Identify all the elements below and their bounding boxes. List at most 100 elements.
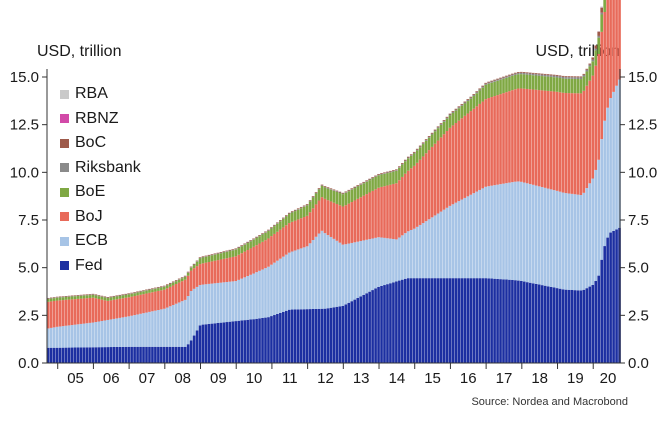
bar-segment-ecb bbox=[525, 183, 529, 283]
bar-segment-fed bbox=[157, 346, 160, 363]
bar-segment-boc bbox=[243, 243, 246, 245]
bar-segment-boc bbox=[64, 296, 68, 297]
bar-segment-boj bbox=[264, 240, 267, 269]
bar-month bbox=[570, 76, 574, 363]
bar-segment-boc bbox=[216, 252, 220, 254]
bar-month bbox=[395, 169, 398, 363]
bar-month bbox=[70, 295, 74, 363]
legend-label: RBA bbox=[75, 85, 108, 103]
bar-segment-boc bbox=[210, 254, 214, 255]
bar-month bbox=[555, 74, 559, 363]
bar-segment-ecb bbox=[534, 185, 538, 284]
x-tick-label: 11 bbox=[282, 370, 298, 387]
bar-segment-boc bbox=[451, 111, 455, 113]
bar-month bbox=[228, 249, 232, 363]
bar-month bbox=[347, 189, 351, 363]
bar-segment-boc bbox=[540, 73, 544, 75]
bar-segment-fed bbox=[88, 347, 92, 363]
bar-month bbox=[451, 111, 455, 363]
bar-segment-fed bbox=[490, 278, 493, 363]
bar-segment-boe bbox=[47, 298, 50, 302]
bar-segment-fed bbox=[392, 282, 395, 363]
bar-segment-riksbank bbox=[505, 76, 508, 78]
x-tick-label: 08 bbox=[174, 370, 191, 387]
bar-segment-fed bbox=[314, 308, 318, 363]
bar-segment-boe bbox=[82, 295, 86, 299]
bar-segment-ecb bbox=[124, 316, 127, 347]
bar-segment-boe bbox=[195, 261, 199, 267]
bar-segment-boj bbox=[151, 292, 154, 312]
bar-segment-boc bbox=[302, 205, 306, 207]
bar-segment-fed bbox=[499, 279, 502, 363]
bar-segment-fed bbox=[270, 316, 273, 363]
bar-segment-boj bbox=[546, 90, 550, 189]
bar-month bbox=[368, 178, 371, 363]
bar-month bbox=[52, 297, 56, 363]
bar-segment-ecb bbox=[82, 323, 86, 348]
bar-segment-fed bbox=[404, 278, 407, 363]
bar-segment-ecb bbox=[70, 325, 74, 348]
bar-segment-boe bbox=[341, 194, 345, 207]
bar-segment-riksbank bbox=[290, 211, 294, 213]
bar-segment-boe bbox=[64, 296, 68, 300]
bar-segment-ecb bbox=[243, 277, 246, 321]
bar-segment-boj bbox=[273, 233, 276, 263]
bar-segment-ecb bbox=[210, 283, 214, 324]
bar-segment-riksbank bbox=[475, 92, 479, 94]
bar-segment-ecb bbox=[168, 306, 172, 347]
bar-segment-boc bbox=[406, 156, 410, 158]
bar-segment-fed bbox=[305, 309, 309, 363]
bar-month bbox=[207, 254, 211, 363]
bar-segment-ecb bbox=[151, 311, 154, 347]
bar-segment-ecb bbox=[67, 325, 71, 348]
bar-month bbox=[210, 254, 214, 363]
bar-segment-riksbank bbox=[404, 160, 407, 162]
bar-segment-riksbank bbox=[600, 12, 603, 15]
bar-segment-fed bbox=[406, 278, 410, 363]
bar-segment-riksbank bbox=[517, 72, 520, 75]
bar-segment-ecb bbox=[514, 181, 517, 281]
bar-segment-ecb bbox=[106, 319, 110, 348]
bar-segment-fed bbox=[103, 347, 107, 363]
bar-segment-ecb bbox=[404, 233, 407, 279]
bar-segment-boc bbox=[404, 159, 407, 161]
bar-segment-boe bbox=[383, 173, 386, 187]
bar-segment-boc bbox=[264, 231, 267, 233]
source-note: Source: Nordea and Macrobond bbox=[471, 396, 628, 408]
bar-segment-fed bbox=[329, 307, 333, 363]
bar-segment-fed bbox=[198, 325, 202, 363]
bar-segment-fed bbox=[421, 278, 425, 363]
bar-segment-fed bbox=[112, 347, 116, 363]
bar-segment-fed bbox=[94, 347, 98, 363]
bar-segment-fed bbox=[579, 290, 583, 363]
bar-month bbox=[520, 71, 523, 363]
bar-month bbox=[332, 189, 336, 363]
bar-segment-boe bbox=[454, 110, 458, 123]
bar-segment-boc bbox=[475, 91, 479, 93]
bar-segment-boe bbox=[204, 256, 208, 263]
bar-segment-boj bbox=[52, 300, 56, 328]
bar-segment-boj bbox=[534, 89, 538, 186]
bar-month bbox=[341, 192, 345, 363]
bar-month bbox=[549, 74, 553, 363]
y-tick-label-left: 15.0 bbox=[10, 69, 39, 86]
bar-segment-boj bbox=[201, 263, 205, 285]
bar-segment-ecb bbox=[398, 237, 401, 281]
bar-segment-ecb bbox=[481, 188, 484, 279]
bar-segment-boe bbox=[52, 298, 56, 301]
bar-segment-ecb bbox=[380, 237, 383, 286]
bar-month bbox=[252, 238, 255, 363]
bar-segment-boc bbox=[523, 72, 526, 74]
bar-segment-fed bbox=[600, 259, 603, 363]
bar-segment-boj bbox=[261, 241, 264, 270]
bar-segment-ecb bbox=[341, 244, 345, 306]
bar-segment-boc bbox=[511, 73, 514, 75]
bar-segment-boc bbox=[186, 271, 190, 273]
bar-segment-boc bbox=[389, 170, 392, 172]
bar-segment-fed bbox=[409, 278, 413, 363]
bar-segment-riksbank bbox=[436, 127, 440, 129]
bar-segment-boe bbox=[252, 239, 255, 247]
bar-segment-ecb bbox=[451, 204, 455, 279]
bar-segment-boj bbox=[365, 194, 368, 240]
bar-segment-boe bbox=[216, 253, 220, 261]
